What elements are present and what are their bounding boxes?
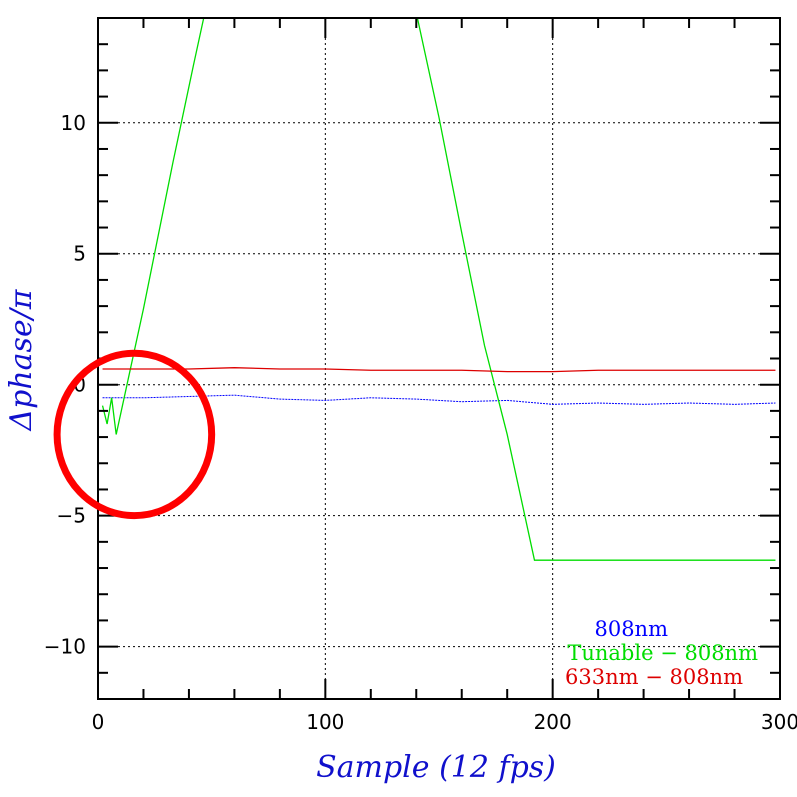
y-tick-label: −10 bbox=[44, 635, 86, 659]
y-axis-title: Δphase/π bbox=[4, 288, 39, 431]
x-tick-label: 200 bbox=[534, 710, 572, 734]
x-tick-label: 100 bbox=[306, 710, 344, 734]
legend-entry-1: Tunable − 808nm bbox=[567, 641, 758, 665]
highlight-circle bbox=[53, 349, 216, 520]
x-axis-title: Sample (12 fps) bbox=[316, 750, 556, 785]
legend-entry-0: 808nm bbox=[594, 617, 668, 641]
grid-layer bbox=[98, 18, 780, 699]
plot-frame bbox=[97, 17, 781, 700]
series-line-1 bbox=[101, 18, 776, 561]
series-layer bbox=[101, 18, 776, 561]
y-tick-label: 5 bbox=[73, 242, 86, 266]
series-line-0 bbox=[102, 394, 776, 405]
legend-entry-2: 633nm − 808nm bbox=[565, 665, 743, 689]
x-tick-label: 300 bbox=[761, 710, 797, 734]
y-tick-label: −5 bbox=[57, 504, 86, 528]
y-tick-label: 10 bbox=[61, 111, 86, 135]
annotation-layer bbox=[53, 349, 216, 520]
series-line-2 bbox=[102, 367, 776, 373]
x-tick-label: 0 bbox=[92, 710, 105, 734]
